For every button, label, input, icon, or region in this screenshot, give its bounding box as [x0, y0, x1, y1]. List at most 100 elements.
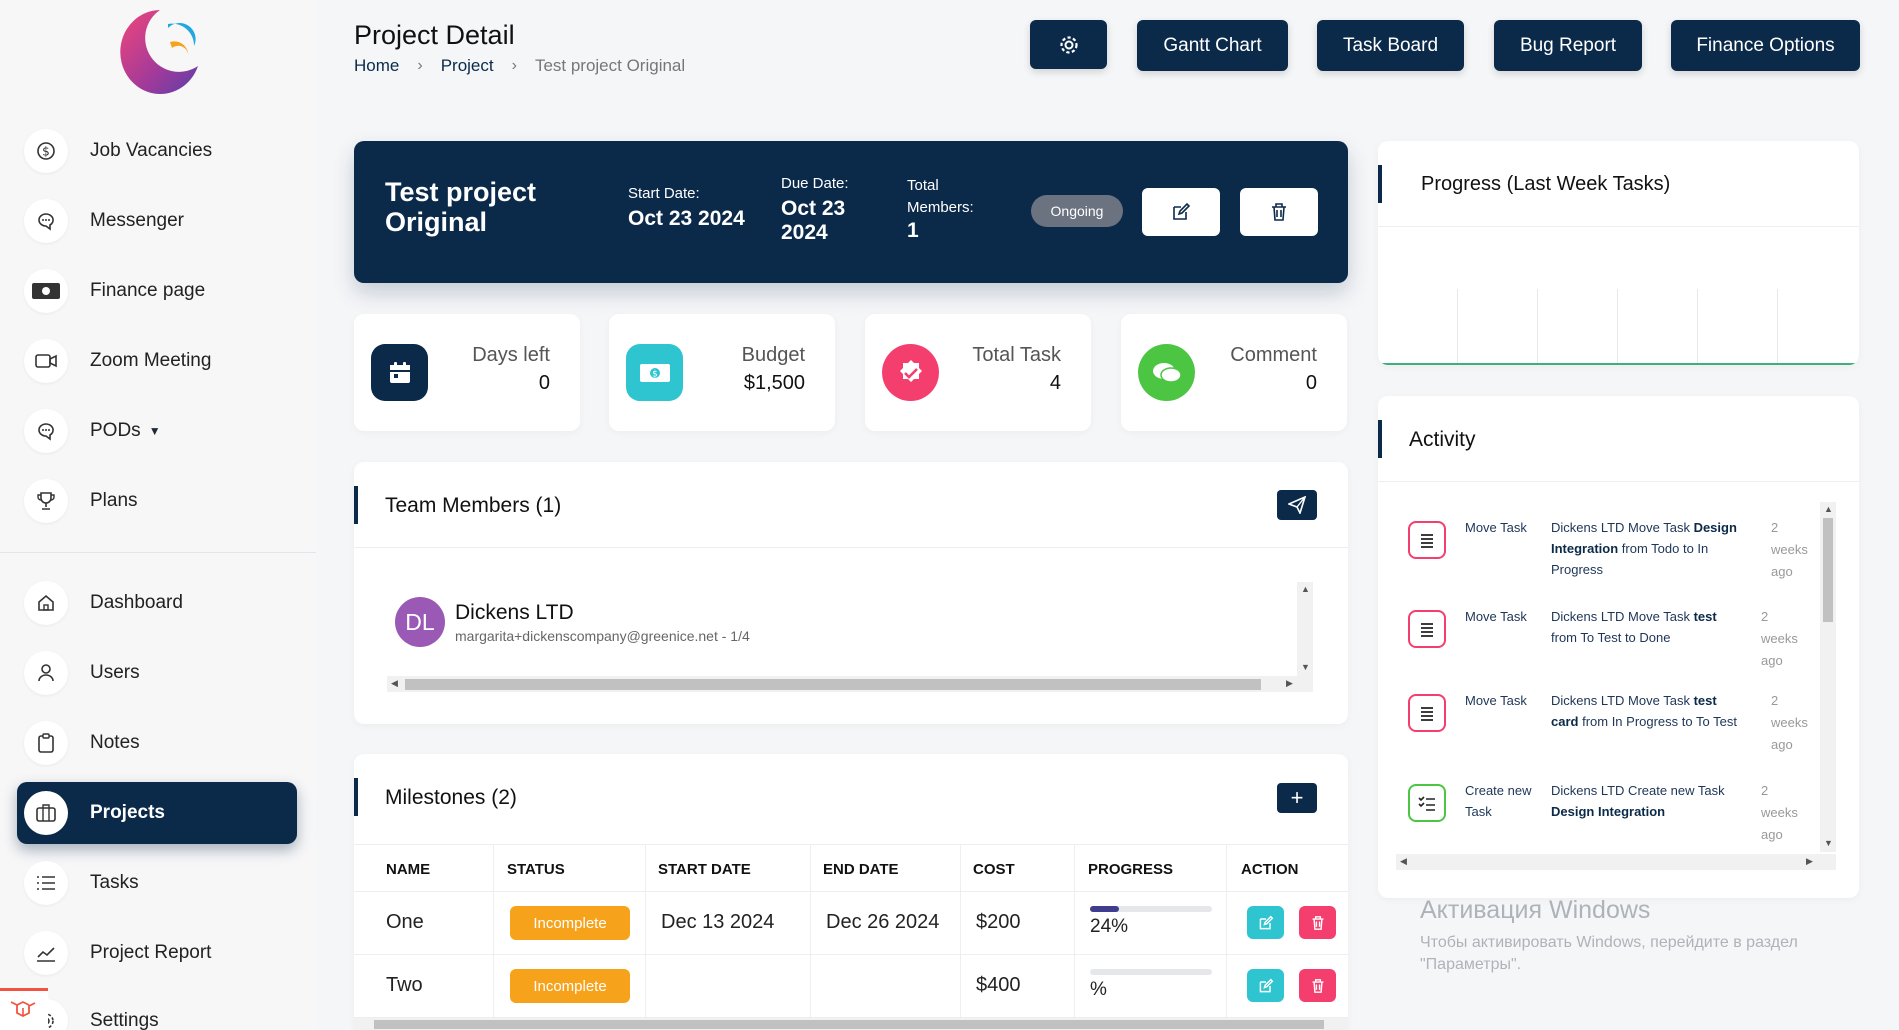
scroll-right-arrow[interactable]: ▶ [1806, 856, 1813, 866]
scroll-down-arrow[interactable]: ▼ [1824, 838, 1833, 848]
sidebar-item-pods[interactable]: PODs ▼ [17, 400, 297, 462]
progress-bar [1090, 969, 1212, 975]
edit-project-button[interactable] [1142, 188, 1220, 236]
sidebar-item-messenger[interactable]: Messenger [17, 190, 297, 252]
stat-card-total-task: Total Task 4 [865, 314, 1091, 431]
activity-type: Move Task [1465, 693, 1527, 708]
stat-title: Total Task [972, 344, 1061, 366]
sidebar-item-label: Projects [90, 802, 165, 823]
sidebar-item-finance-page[interactable]: Finance page [17, 260, 297, 322]
checklist-icon [1408, 784, 1446, 822]
team-horizontal-scrollbar[interactable]: ◀ ▶ [387, 676, 1313, 692]
sidebar-item-plans[interactable]: Plans [17, 470, 297, 532]
sidebar-item-label: Notes [90, 732, 140, 753]
video-camera-icon [24, 339, 68, 383]
comments-icon [1138, 344, 1195, 401]
milestone-name: Two [386, 974, 423, 996]
stat-title: Budget [741, 344, 805, 366]
add-milestone-button[interactable]: + [1277, 783, 1317, 813]
gantt-chart-button[interactable]: Gantt Chart [1137, 20, 1288, 71]
team-vertical-scrollbar[interactable]: ▲ ▼ [1297, 582, 1313, 676]
breadcrumb-home-link[interactable]: Home [354, 56, 400, 75]
card-accent-bar [1378, 165, 1382, 203]
send-invite-button[interactable] [1277, 490, 1317, 520]
member-name: Dickens LTD [455, 600, 574, 624]
milestones-card: Milestones (2) + NAME STATUS START DATE … [354, 754, 1348, 1030]
chevron-right-icon: › [511, 57, 517, 74]
scroll-right-arrow[interactable]: ▶ [1286, 678, 1293, 688]
bug-report-button[interactable]: Bug Report [1494, 20, 1642, 71]
delete-milestone-button[interactable] [1299, 969, 1336, 1002]
scrollbar-thumb[interactable] [374, 1020, 1324, 1029]
stat-value: 0 [1305, 372, 1317, 394]
task-board-button[interactable]: Task Board [1317, 20, 1464, 71]
milestone-start-date: Dec 13 2024 [661, 911, 775, 933]
stat-value: $1,500 [743, 372, 805, 394]
progress-text: % [1090, 979, 1107, 1000]
scroll-left-arrow[interactable]: ◀ [391, 678, 398, 688]
scrollbar-thumb[interactable] [405, 679, 1261, 690]
plus-icon: + [1290, 785, 1304, 810]
banknote-icon [24, 269, 68, 313]
activity-vertical-scrollbar[interactable]: ▲ ▼ [1820, 502, 1836, 852]
edit-icon [1173, 202, 1191, 220]
scroll-up-arrow[interactable]: ▲ [1824, 504, 1833, 514]
col-header-name: NAME [386, 861, 431, 878]
sidebar-item-label: Job Vacancies [90, 140, 213, 161]
sidebar-item-dashboard[interactable]: Dashboard [17, 572, 297, 634]
sidebar-item-label: Users [90, 662, 140, 683]
delete-project-button[interactable] [1240, 188, 1318, 236]
scroll-up-arrow[interactable]: ▲ [1301, 584, 1310, 594]
status-badge: Incomplete [510, 969, 630, 1003]
scrollbar-thumb[interactable] [1823, 518, 1833, 622]
trash-icon [1272, 203, 1286, 221]
home-icon [24, 581, 68, 625]
sidebar-item-notes[interactable]: Notes [17, 712, 297, 774]
chat-bubble-icon [24, 199, 68, 243]
table-row: One Incomplete Dec 13 2024 Dec 26 2024 $… [354, 892, 1348, 955]
document-icon [1408, 521, 1446, 559]
scroll-down-arrow[interactable]: ▼ [1301, 662, 1310, 672]
activity-time: 2 weeks ago [1771, 693, 1808, 752]
sidebar-item-settings[interactable]: Settings [17, 990, 297, 1030]
due-date-label: Due Date: [781, 175, 849, 192]
dollar-circle-icon: $ [24, 129, 68, 173]
sidebar-item-project-report[interactable]: Project Report [17, 922, 297, 984]
sidebar-item-job-vacancies[interactable]: $ Job Vacancies [17, 120, 297, 182]
status-badge: Ongoing [1031, 195, 1123, 227]
chart-gridline [1457, 289, 1458, 365]
start-date-value: Oct 23 2024 [628, 207, 745, 230]
card-divider [1378, 226, 1859, 227]
document-icon [1408, 610, 1446, 648]
progress-card-title: Progress (Last Week Tasks) [1421, 173, 1671, 195]
app-logo[interactable] [116, 6, 200, 94]
total-members-value: 1 [907, 219, 919, 242]
team-member-row: DL Dickens LTD margarita+dickenscompany@… [395, 597, 750, 647]
laravel-debugbar-icon[interactable] [0, 988, 48, 1030]
edit-icon [1259, 915, 1273, 929]
edit-milestone-button[interactable] [1247, 969, 1284, 1002]
sidebar-item-projects[interactable]: Projects [17, 782, 297, 844]
breadcrumb-project-link[interactable]: Project [440, 56, 494, 75]
member-email: margarita+dickenscompany@greenice.net - … [455, 627, 750, 644]
stat-value: 4 [1049, 372, 1061, 394]
milestone-end-date: Dec 26 2024 [826, 911, 940, 933]
stat-title: Comment [1230, 344, 1317, 366]
col-header-start-date: START DATE [658, 861, 751, 878]
chart-gridline [1697, 289, 1698, 365]
sidebar-item-tasks[interactable]: Tasks [17, 852, 297, 914]
scroll-left-arrow[interactable]: ◀ [1400, 856, 1407, 866]
milestones-horizontal-scrollbar[interactable] [354, 1018, 1348, 1030]
delete-milestone-button[interactable] [1299, 906, 1336, 939]
milestones-title: Milestones (2) [385, 786, 517, 809]
finance-options-button[interactable]: Finance Options [1671, 20, 1860, 71]
edit-milestone-button[interactable] [1247, 906, 1284, 939]
activity-horizontal-scrollbar[interactable]: ◀ ▶ [1396, 854, 1836, 870]
settings-button[interactable] [1030, 20, 1107, 69]
edit-icon [1259, 978, 1273, 992]
calendar-icon [371, 344, 428, 401]
money-icon: $ [626, 344, 683, 401]
stat-value: 0 [538, 372, 550, 394]
sidebar-item-zoom-meeting[interactable]: Zoom Meeting [17, 330, 297, 392]
sidebar-item-users[interactable]: Users [17, 642, 297, 704]
